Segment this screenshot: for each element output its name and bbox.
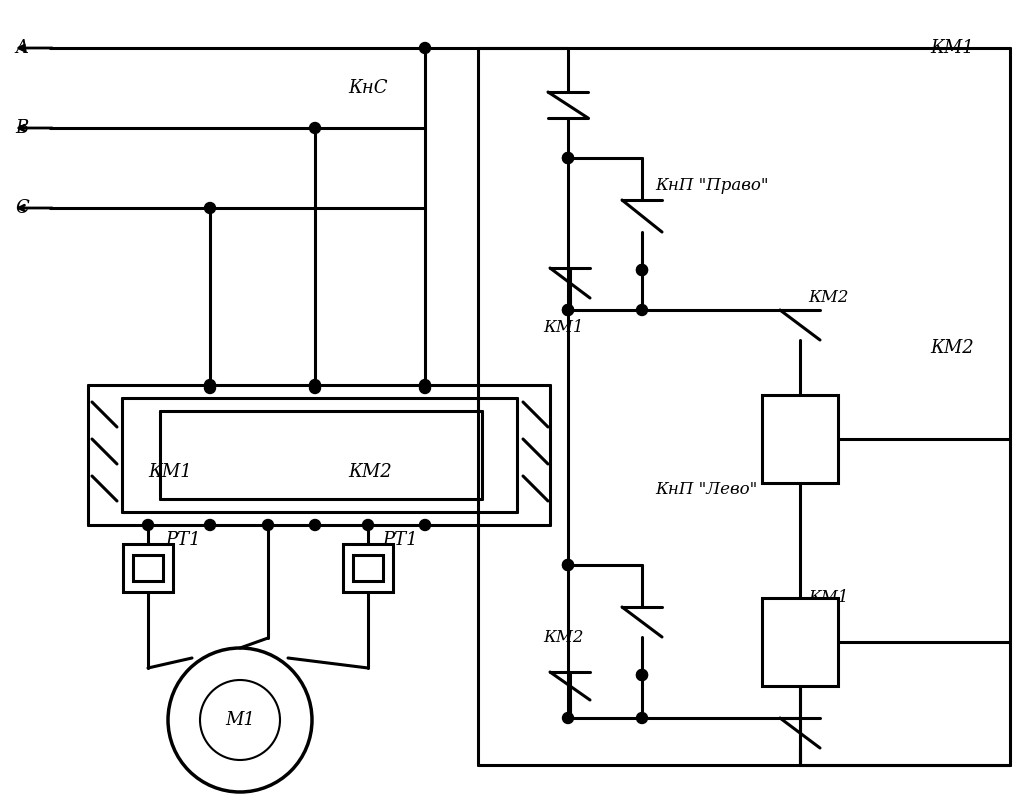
Bar bbox=[133, 555, 163, 581]
Circle shape bbox=[637, 670, 647, 680]
Circle shape bbox=[562, 305, 573, 315]
Circle shape bbox=[562, 559, 573, 570]
Circle shape bbox=[420, 382, 430, 393]
Circle shape bbox=[309, 520, 321, 531]
Text: C: C bbox=[15, 199, 29, 217]
Circle shape bbox=[362, 520, 374, 531]
Circle shape bbox=[262, 520, 273, 531]
Circle shape bbox=[637, 264, 647, 276]
Text: B: B bbox=[15, 119, 29, 137]
Text: КМ2: КМ2 bbox=[543, 629, 584, 646]
Text: КнП "Лево": КнП "Лево" bbox=[655, 482, 758, 499]
Circle shape bbox=[420, 43, 430, 53]
Circle shape bbox=[637, 305, 647, 315]
Text: КнП "Право": КнП "Право" bbox=[655, 176, 768, 193]
Circle shape bbox=[420, 380, 430, 390]
Circle shape bbox=[562, 305, 573, 315]
Text: A: A bbox=[15, 39, 28, 57]
Circle shape bbox=[562, 713, 573, 723]
Circle shape bbox=[205, 203, 215, 213]
Circle shape bbox=[637, 713, 647, 723]
Text: КМ1: КМ1 bbox=[930, 39, 974, 57]
Text: КМ2: КМ2 bbox=[930, 339, 974, 357]
Text: КМ1: КМ1 bbox=[543, 319, 584, 336]
Bar bbox=[762, 598, 838, 686]
Circle shape bbox=[562, 559, 573, 570]
Circle shape bbox=[309, 123, 321, 133]
Circle shape bbox=[562, 153, 573, 163]
Text: М1: М1 bbox=[225, 711, 255, 729]
Text: КМ2: КМ2 bbox=[808, 289, 849, 306]
Bar bbox=[343, 544, 393, 592]
Circle shape bbox=[420, 520, 430, 531]
Circle shape bbox=[205, 520, 215, 531]
Text: КМ2: КМ2 bbox=[348, 463, 392, 481]
Text: РТ1: РТ1 bbox=[382, 531, 418, 549]
Text: КнС: КнС bbox=[348, 79, 387, 97]
Bar bbox=[353, 555, 383, 581]
Circle shape bbox=[637, 670, 647, 680]
Bar bbox=[123, 544, 173, 592]
Text: РТ1: РТ1 bbox=[165, 531, 201, 549]
Text: КМ1: КМ1 bbox=[808, 590, 849, 607]
Circle shape bbox=[142, 520, 154, 531]
Circle shape bbox=[309, 382, 321, 393]
Circle shape bbox=[205, 382, 215, 393]
Circle shape bbox=[562, 153, 573, 163]
Bar bbox=[762, 395, 838, 483]
Circle shape bbox=[637, 264, 647, 276]
Circle shape bbox=[309, 380, 321, 390]
Text: КМ1: КМ1 bbox=[148, 463, 191, 481]
Circle shape bbox=[205, 380, 215, 390]
